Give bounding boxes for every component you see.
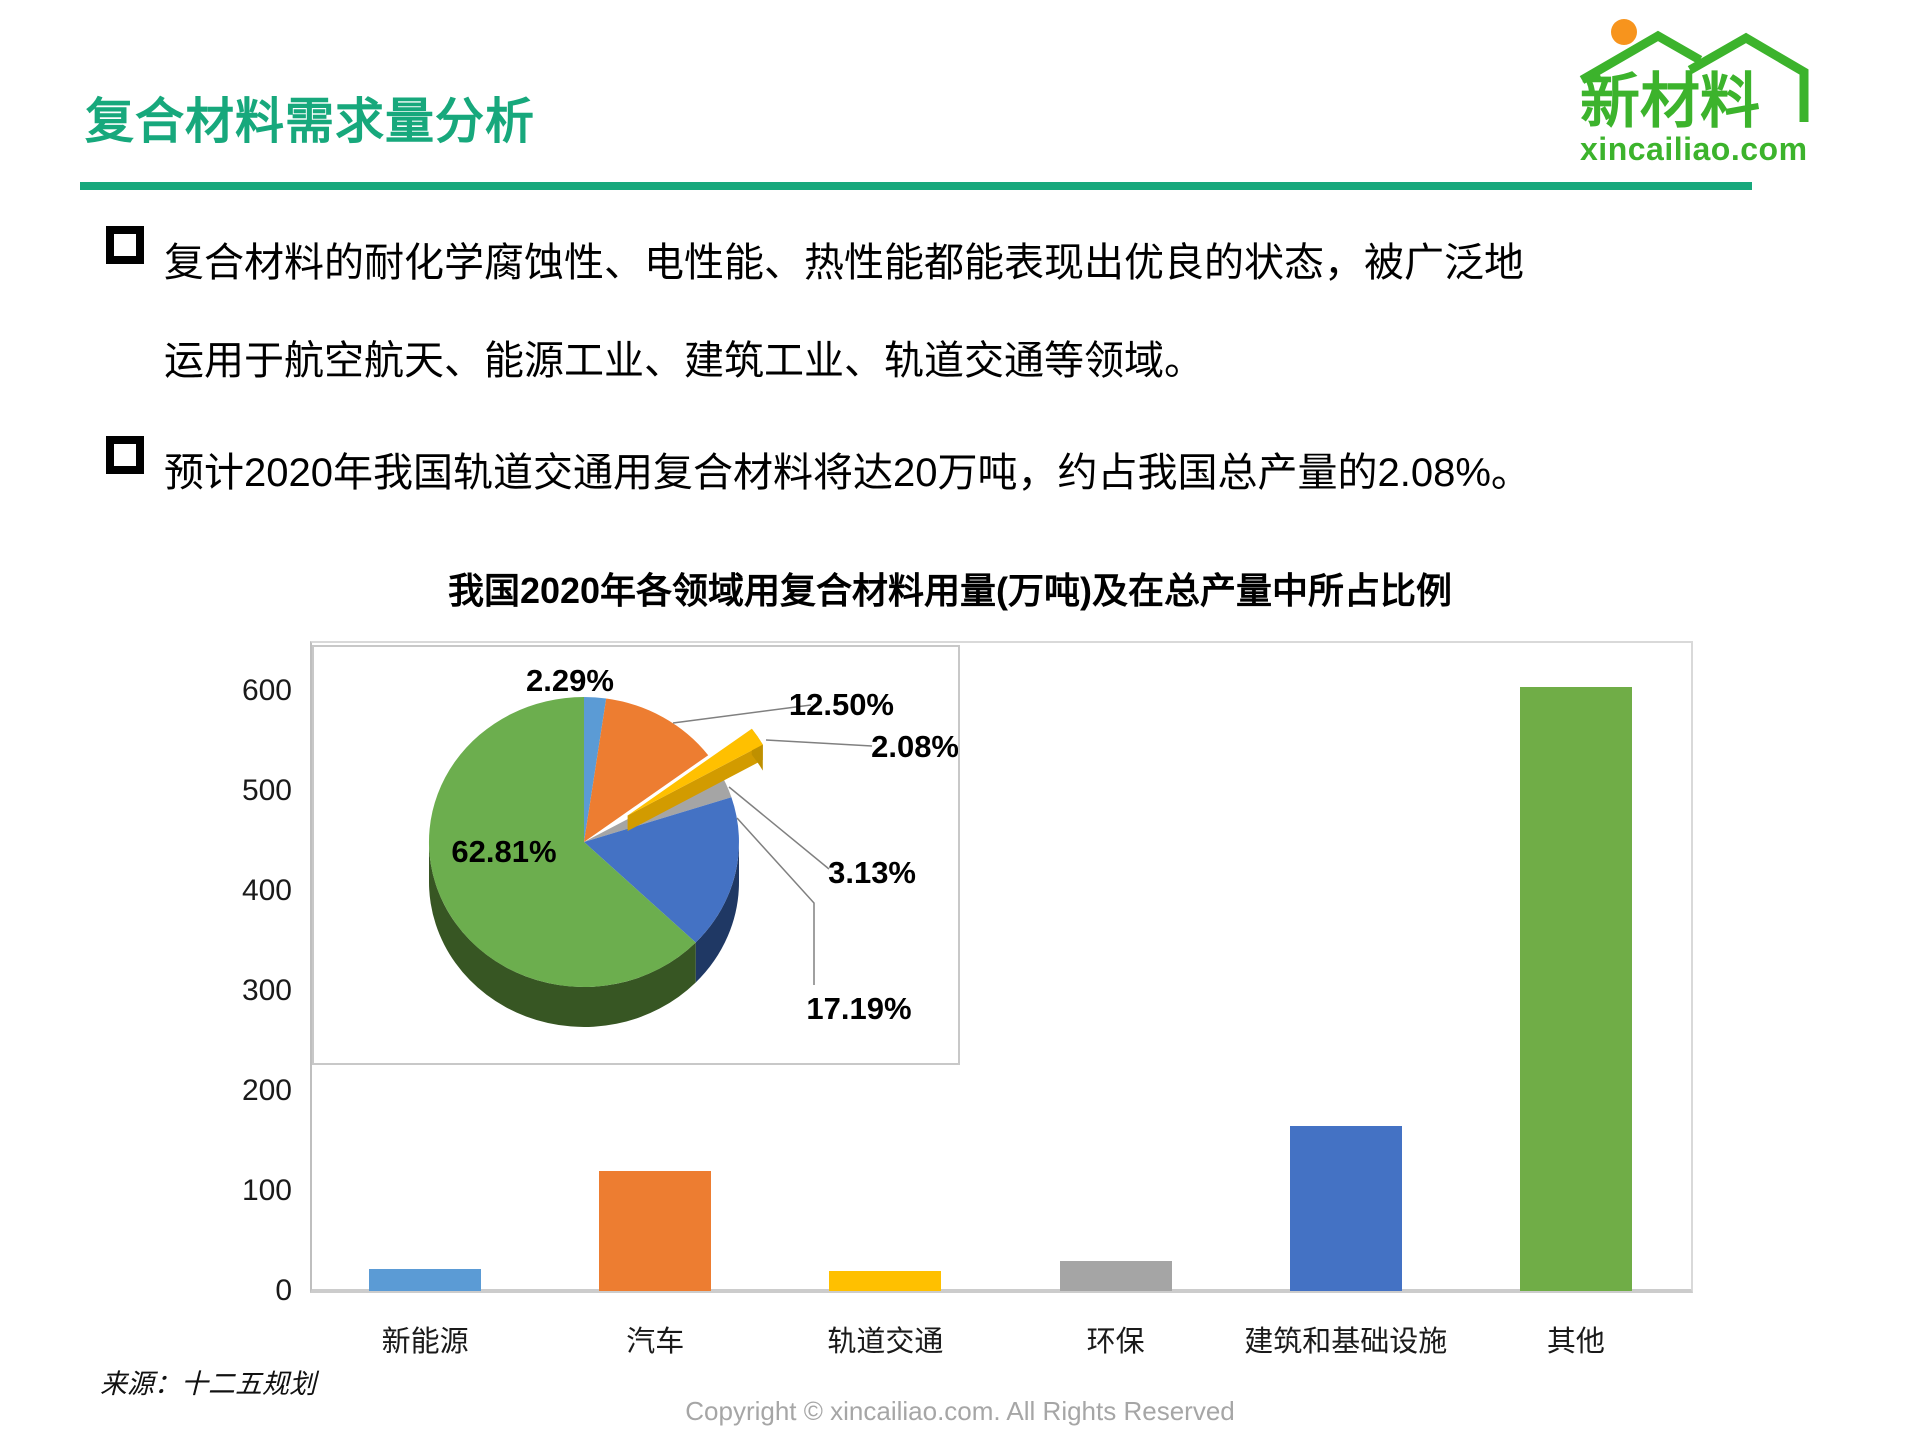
logo: 新材料 xincailiao.com (1578, 10, 1810, 170)
y-axis-tick-label: 400 (241, 874, 292, 907)
pie-label-building: 17.19% (806, 991, 911, 1026)
bullet-item-2: 预计2020年我国轨道交通用复合材料将达20万吨，约占我国总产量的2.08%。 (106, 424, 1531, 522)
leader-line-auto (672, 704, 812, 724)
x-axis-category-label: 建筑和基础设施 (1244, 1326, 1448, 1358)
pie-label-rail: 2.08% (871, 729, 958, 764)
bullet-1-line-2: 运用于航空航天、能源工业、建筑工业、轨道交通等领域。 (164, 339, 1204, 383)
bullet-1-line-1: 复合材料的耐化学腐蚀性、电性能、热性能都能表现出优良的状态，被广泛地 (164, 241, 1524, 285)
chart-title: 我国2020年各领域用复合材料用量(万吨)及在总产量中所占比例 (447, 570, 1453, 611)
y-axis-tick-label: 500 (241, 774, 292, 807)
pie-label-other: 62.81% (451, 834, 556, 869)
bullet-2-text: 预计2020年我国轨道交通用复合材料将达20万吨，约占我国总产量的2.08%。 (164, 424, 1531, 522)
source-note: 来源：十二五规划 (100, 1369, 316, 1399)
pie-slice-building (584, 797, 739, 943)
logo-house-roof-left-icon (1579, 30, 1703, 84)
logo-house-roof-right-icon (1687, 32, 1809, 122)
page-title: 复合材料需求量分析 (85, 95, 536, 149)
footer-copyright: Copyright © xincailiao.com. All Rights R… (685, 1396, 1235, 1426)
pie-side-building-icon (695, 842, 739, 983)
x-axis-category-label: 新能源 (381, 1326, 469, 1358)
pie-slice-rail (627, 728, 763, 816)
bullet-2-line-1: 预计2020年我国轨道交通用复合材料将达20万吨，约占我国总产量的2.08%。 (164, 451, 1531, 495)
y-axis-tick-label: 100 (241, 1174, 292, 1207)
pie-slice-other (428, 697, 696, 987)
bullet-square-icon (106, 436, 144, 474)
logo-graphic: 新材料 xincailiao.com (1579, 19, 1809, 167)
bullet-1-text: 复合材料的耐化学腐蚀性、电性能、热性能都能表现出优良的状态，被广泛地 运用于航空… (164, 214, 1524, 410)
leader-line-building (736, 817, 815, 985)
bullet-item-1: 复合材料的耐化学腐蚀性、电性能、热性能都能表现出优良的状态，被广泛地 运用于航空… (106, 214, 1524, 410)
logo-sun-icon (1611, 19, 1637, 45)
y-axis-tick-label: 0 (275, 1274, 292, 1307)
x-axis-category-label: 轨道交通 (827, 1326, 944, 1358)
leader-line-rail (765, 739, 873, 747)
pie-chart-inset: 2.29% 12.50% 2.08% 3.13% 17.19% 62.81% (312, 645, 960, 1065)
y-axis-tick-label: 200 (241, 1074, 292, 1107)
pie-slice-auto (584, 698, 709, 842)
title-underline (80, 182, 1752, 190)
x-axis-category-label: 汽车 (626, 1326, 685, 1358)
y-axis-tick-label: 600 (241, 674, 292, 707)
pie-slice-rail-underside-icon (627, 744, 763, 831)
pie-slice-newenergy (584, 697, 607, 842)
pie-label-auto: 12.50% (789, 687, 894, 722)
x-axis-category-label: 环保 (1086, 1326, 1145, 1358)
pie-label-newenergy: 2.29% (526, 663, 614, 698)
bullet-square-icon (106, 226, 144, 264)
leader-line-environment (728, 786, 830, 870)
logo-domain: xincailiao.com (1580, 131, 1808, 167)
logo-name: 新材料 (1580, 68, 1760, 135)
y-axis-tick-label: 300 (241, 974, 292, 1007)
pie-label-environment: 3.13% (828, 855, 916, 890)
x-axis-category-label: 其他 (1546, 1326, 1605, 1358)
pie-chart: 2.29% 12.50% 2.08% 3.13% 17.19% 62.81% (428, 663, 958, 1027)
